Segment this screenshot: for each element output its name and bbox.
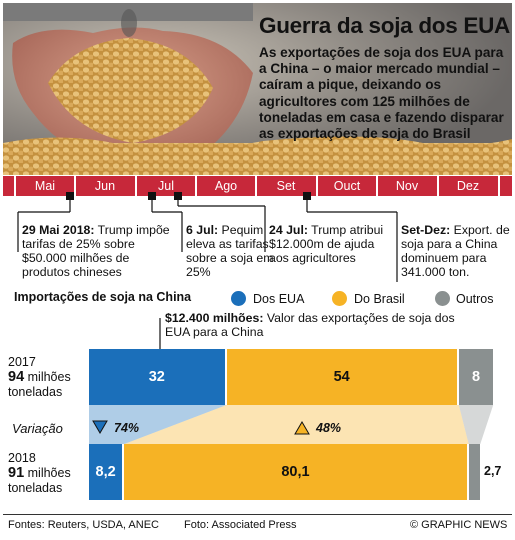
legend-label-other: Outros bbox=[456, 292, 494, 306]
event-text: Trump atribui $12.000m de ajuda aos agri… bbox=[269, 223, 384, 265]
bar-segment-2017-other: 8 bbox=[458, 349, 494, 405]
row-year: 2017 bbox=[8, 355, 36, 369]
event-date: 29 Mai 2018: bbox=[22, 223, 95, 237]
event-date: 24 Jul: bbox=[269, 223, 308, 237]
row-total: 91 bbox=[8, 465, 25, 481]
row-unit: milhões bbox=[27, 466, 71, 480]
month-label: Set bbox=[276, 179, 296, 193]
month-divider bbox=[135, 176, 137, 196]
legend-swatch-us bbox=[231, 291, 246, 306]
month-label: Nov bbox=[395, 179, 419, 193]
month-divider bbox=[195, 176, 197, 196]
event-date: 6 Jul: bbox=[186, 223, 219, 237]
footer-sources: Fontes: Reuters, USDA, ANEC bbox=[8, 519, 159, 531]
bar-segment-2018-other bbox=[468, 444, 481, 500]
bar-segment-2017-brazil: 54 bbox=[226, 349, 457, 405]
row-label-2017: 2017 94 milhões toneladas bbox=[8, 355, 71, 400]
event-connector-lines bbox=[17, 192, 398, 282]
legend-label-us: Dos EUA bbox=[253, 292, 305, 306]
event-text: Export. de soja para a China dominuem pa… bbox=[401, 223, 510, 279]
month-label: Ago bbox=[214, 179, 238, 193]
month-divider bbox=[14, 176, 16, 196]
decrease-triangle-icon bbox=[92, 420, 108, 434]
bar-segment-2018-us: 8,2 bbox=[89, 444, 123, 500]
month-divider bbox=[498, 176, 500, 196]
increase-triangle-icon bbox=[294, 421, 310, 435]
month-label: Jun bbox=[94, 179, 116, 193]
timeline-events: 29 Mai 2018: Trump impõe tarifas de 25% … bbox=[0, 190, 515, 290]
month-divider bbox=[74, 176, 76, 196]
event-tariffs: 29 Mai 2018: Trump impõe tarifas de 25% … bbox=[22, 223, 172, 279]
annotation-value: $12.400 milhões: bbox=[165, 311, 264, 325]
footer-photo-credit: Foto: Associated Press bbox=[184, 519, 297, 531]
month-label: Mai bbox=[34, 179, 56, 193]
variation-us-value: 74% bbox=[114, 421, 140, 435]
month-label: Ouct bbox=[333, 179, 361, 193]
month-divider bbox=[255, 176, 257, 196]
annotation-text: Valor das exportações de soja dos EUA pa… bbox=[165, 311, 455, 339]
page-title: Guerra da soja dos EUA bbox=[259, 13, 510, 38]
us-export-value-annotation: $12.400 milhões: Valor das exportações d… bbox=[165, 311, 465, 339]
row-unit: milhões bbox=[27, 370, 71, 384]
month-divider bbox=[376, 176, 378, 196]
legend-swatch-brazil bbox=[332, 291, 347, 306]
event-text: Trump impõe tarifas de 25% sobre $50.000… bbox=[22, 223, 170, 279]
bar-2017: 32 54 8 bbox=[89, 349, 494, 405]
month-divider bbox=[316, 176, 318, 196]
bar-label-2018-other: 2,7 bbox=[484, 464, 502, 478]
month-timeline-bar: Mai Jun Jul Ago Set Ouct Nov Dez bbox=[3, 176, 512, 196]
row-unit2: toneladas bbox=[8, 385, 63, 399]
variation-band-us bbox=[89, 405, 227, 444]
row-total: 94 bbox=[8, 369, 25, 385]
month-label: Jul bbox=[158, 179, 174, 193]
event-aid: 24 Jul: Trump atribui $12.000m de ajuda … bbox=[269, 223, 393, 265]
legend-swatch-other bbox=[435, 291, 450, 306]
bar-segment-2018-brazil: 80,1 bbox=[124, 444, 467, 500]
soybeans-photo bbox=[3, 3, 512, 175]
page-subtitle: As exportações de soja dos EUA para a Ch… bbox=[259, 45, 504, 142]
row-year: 2018 bbox=[8, 451, 36, 465]
header-photo-panel: Guerra da soja dos EUA As exportações de… bbox=[3, 3, 512, 175]
row-unit2: toneladas bbox=[8, 481, 63, 495]
legend-title: Importações de soja na China bbox=[14, 290, 192, 304]
event-exports: Set-Dez: Export. de soja para a China do… bbox=[401, 223, 511, 279]
footer-rule bbox=[3, 514, 512, 515]
bar-2018: 8,2 80,1 bbox=[89, 444, 481, 500]
variation-band-brazil bbox=[124, 405, 469, 444]
legend-label-brazil: Do Brasil bbox=[354, 292, 405, 306]
variation-brazil-value: 48% bbox=[316, 421, 342, 435]
event-text: Pequim eleva as tarifas sobre a soja em … bbox=[186, 223, 274, 279]
month-label: Dez bbox=[456, 179, 480, 193]
variation-label: Variação bbox=[12, 421, 63, 436]
month-divider bbox=[437, 176, 439, 196]
footer-copyright: © GRAPHIC NEWS bbox=[410, 519, 508, 531]
event-beijing: 6 Jul: Pequim eleva as tarifas sobre a s… bbox=[186, 223, 274, 279]
row-label-2018: 2018 91 milhões toneladas bbox=[8, 451, 71, 496]
event-date: Set-Dez: bbox=[401, 223, 451, 237]
variation-band-other bbox=[458, 405, 494, 444]
bar-segment-2017-us: 32 bbox=[89, 349, 225, 405]
